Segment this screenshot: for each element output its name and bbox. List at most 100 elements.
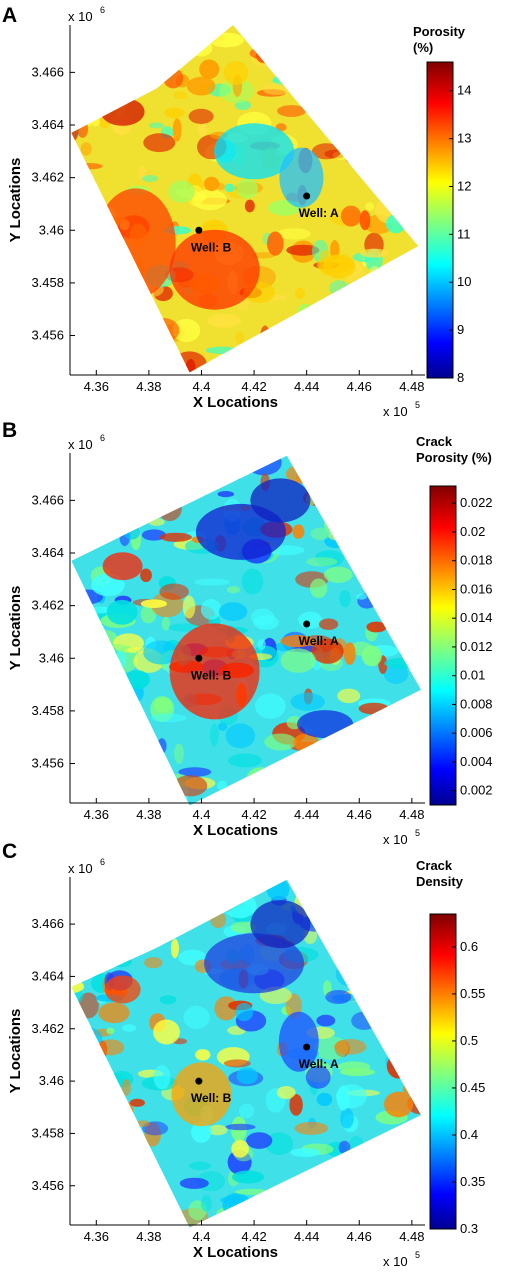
colorbar-title: Porosity (%) — [416, 450, 492, 465]
well-marker — [195, 226, 203, 234]
x-tick-label: 4.48 — [399, 379, 424, 394]
y-tick-label: 3.466 — [31, 916, 64, 931]
y-tick-label: 3.464 — [31, 545, 64, 560]
y-tick-label: 3.456 — [31, 1178, 64, 1193]
x-tick-label: 4.42 — [241, 1229, 266, 1244]
colorbar-tick-label: 13 — [457, 131, 471, 146]
well-label: Well: A — [299, 1057, 339, 1071]
panel-letter: A — [2, 4, 17, 27]
x-multiplier: x 10 — [383, 404, 408, 419]
well-label: Well: B — [191, 240, 232, 254]
colorbar — [426, 61, 454, 379]
well-marker — [195, 1077, 203, 1085]
well-label: Well: A — [299, 634, 339, 648]
y-tick-label: 3.46 — [39, 650, 64, 665]
y-tick-label: 3.456 — [31, 756, 64, 771]
panel-b: B 4.36 4.38 4.4 4.42 4.44 4.46 4.48 3.456 3.458 3.… — [2, 419, 493, 847]
x-tick-label: 4.36 — [84, 379, 109, 394]
x-tick-label: 4.36 — [84, 807, 109, 822]
map-surface — [71, 25, 419, 373]
colorbar-tick-label: 0.02 — [460, 524, 485, 539]
colorbar-tick-label: 8 — [457, 370, 464, 385]
colorbar-tick-label: 0.018 — [460, 553, 493, 568]
well-label: Well: B — [191, 1091, 232, 1105]
x-tick-label: 4.38 — [136, 379, 161, 394]
colorbar-title: Crack — [416, 434, 453, 449]
colorbar-tick-label: 0.022 — [460, 495, 493, 510]
colorbar-tick-label: 9 — [457, 322, 464, 337]
x-multiplier: x 10 — [383, 1254, 408, 1269]
well-label: Well: B — [191, 668, 232, 682]
colorbar-tick-label: 10 — [457, 274, 471, 289]
colorbar-tick-label: 0.016 — [460, 581, 493, 596]
colorbar-tick-label: 11 — [457, 226, 471, 241]
x-tick-label: 4.44 — [294, 1229, 319, 1244]
y-tick-label: 3.456 — [31, 328, 64, 343]
x-tick-label: 4.38 — [136, 807, 161, 822]
colorbar-title: Crack — [416, 858, 453, 873]
y-tick-label: 3.458 — [31, 275, 64, 290]
x-tick-label: 4.4 — [192, 807, 210, 822]
colorbar-tick-label: 0.008 — [460, 696, 493, 711]
panel-a: A 4.36 4.38 4.4 4.42 4.44 4.46 4.48 3.456 3.458 3.… — [2, 4, 471, 419]
colorbar-title: Density — [416, 874, 464, 889]
map-surface — [71, 879, 422, 1228]
y-tick-label: 3.466 — [31, 492, 64, 507]
colorbar-tick-label: 0.004 — [460, 754, 493, 769]
x-tick-label: 4.44 — [294, 807, 319, 822]
x-tick-label: 4.46 — [347, 807, 372, 822]
colorbar-tick-label: 0.01 — [460, 668, 485, 683]
colorbar-tick-label: 0.35 — [460, 1174, 485, 1189]
y-axis-label: Y Locations — [7, 1009, 24, 1094]
y-multiplier: x 10 — [68, 437, 93, 452]
x-tick-label: 4.46 — [347, 379, 372, 394]
x-exponent: 5 — [415, 828, 420, 838]
panel-c: C 4.36 4.38 4.4 4.42 4.44 4.46 4.48 3.456 3.458 3.… — [2, 840, 485, 1269]
colorbar-tick-label: 0.6 — [460, 939, 478, 954]
colorbar-tick-label: 0.002 — [460, 783, 493, 798]
y-tick-label: 3.466 — [31, 64, 64, 79]
y-multiplier: x 10 — [68, 861, 93, 876]
y-tick-label: 3.462 — [31, 1021, 64, 1036]
x-tick-label: 4.44 — [294, 379, 319, 394]
colorbar-tick-label: 0.45 — [460, 1080, 485, 1095]
y-tick-label: 3.464 — [31, 968, 64, 983]
x-tick-label: 4.36 — [84, 1229, 109, 1244]
well-marker — [303, 1043, 311, 1051]
well-marker — [303, 192, 311, 200]
y-axis-label: Y Locations — [7, 158, 24, 243]
y-tick-label: 3.464 — [31, 117, 64, 132]
colorbar-tick-label: 0.006 — [460, 725, 493, 740]
colorbar-tick-label: 0.4 — [460, 1127, 478, 1142]
y-tick-label: 3.458 — [31, 703, 64, 718]
y-multiplier: x 10 — [68, 9, 93, 24]
y-axis-label: Y Locations — [7, 586, 24, 671]
colorbar-tick-label: 0.3 — [460, 1221, 478, 1236]
colorbar-tick-label: 12 — [457, 178, 471, 193]
x-tick-label: 4.46 — [347, 1229, 372, 1244]
x-exponent: 5 — [415, 400, 420, 410]
y-tick-label: 3.46 — [39, 1073, 64, 1088]
colorbar — [429, 485, 457, 806]
colorbar — [429, 913, 457, 1230]
x-tick-label: 4.4 — [192, 379, 210, 394]
colorbar-tick-label: 0.012 — [460, 639, 493, 654]
x-tick-label: 4.48 — [399, 1229, 424, 1244]
x-exponent: 5 — [415, 1250, 420, 1260]
x-tick-label: 4.42 — [241, 379, 266, 394]
x-axis-label: X Locations — [193, 394, 278, 411]
well-marker — [303, 620, 311, 628]
x-tick-label: 4.4 — [192, 1229, 210, 1244]
colorbar-title: (%) — [413, 40, 433, 55]
x-axis-label: X Locations — [193, 1244, 278, 1261]
y-exponent: 6 — [100, 433, 105, 443]
colorbar-tick-label: 14 — [457, 83, 471, 98]
y-tick-label: 3.458 — [31, 1125, 64, 1140]
colorbar-tick-label: 0.014 — [460, 610, 493, 625]
x-tick-label: 4.48 — [399, 807, 424, 822]
y-tick-label: 3.462 — [31, 598, 64, 613]
panel-letter: B — [2, 419, 17, 442]
well-marker — [195, 654, 203, 662]
y-exponent: 6 — [100, 5, 105, 15]
